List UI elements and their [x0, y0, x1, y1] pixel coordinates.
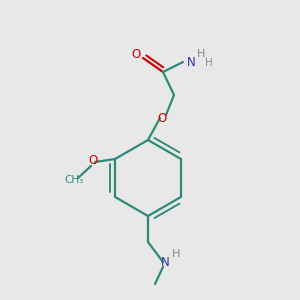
Text: O: O: [88, 154, 98, 167]
Text: N: N: [187, 56, 196, 70]
Text: N: N: [160, 256, 169, 269]
Text: O: O: [131, 49, 141, 62]
Text: H: H: [197, 49, 206, 59]
Text: H: H: [205, 58, 213, 68]
Text: O: O: [158, 112, 166, 124]
Text: CH₃: CH₃: [64, 175, 84, 185]
Text: H: H: [172, 249, 180, 259]
